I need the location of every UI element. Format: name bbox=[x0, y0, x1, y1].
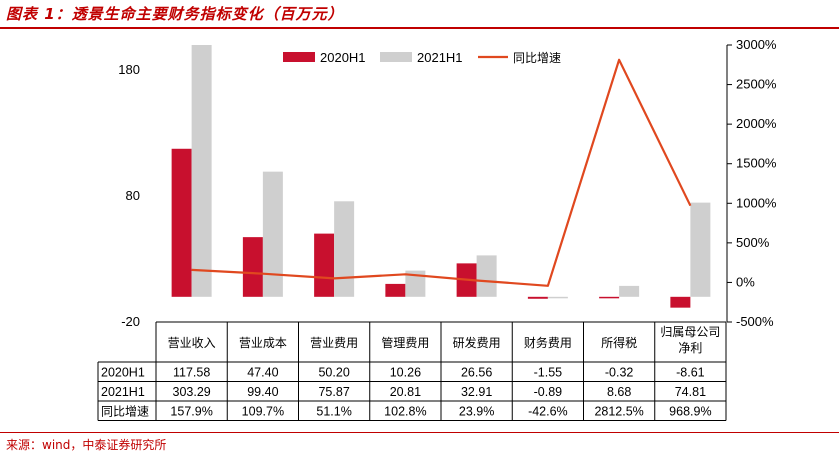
table-cell: 23.9% bbox=[459, 404, 494, 418]
bar-2021h1 bbox=[476, 255, 497, 297]
left-tick-label: -20 bbox=[121, 314, 140, 329]
legend-label-2020h1: 2020H1 bbox=[320, 50, 366, 65]
table-cell: -42.6% bbox=[528, 404, 568, 418]
table-header-cell: 营业费用 bbox=[310, 336, 358, 350]
bar-2021h1 bbox=[547, 296, 568, 299]
table-header-cell: 营业收入 bbox=[168, 336, 216, 350]
table-row-label: 2021H1 bbox=[101, 385, 145, 399]
table-cell: 32.91 bbox=[461, 385, 492, 399]
legend-label-yoy: 同比增速 bbox=[513, 51, 561, 65]
table-row-label: 同比增速 bbox=[101, 404, 149, 418]
table-cell: 75.87 bbox=[318, 385, 349, 399]
bar-2021h1 bbox=[405, 270, 426, 297]
table-cell: -8.61 bbox=[676, 365, 705, 379]
right-tick-label: -500% bbox=[736, 314, 774, 329]
bar-2021h1 bbox=[690, 202, 711, 297]
legend-swatch-2021h1 bbox=[380, 52, 412, 62]
right-tick-label: 1500% bbox=[736, 156, 777, 171]
right-tick-label: 2500% bbox=[736, 77, 777, 92]
table-cell: 26.56 bbox=[461, 365, 492, 379]
title-divider bbox=[0, 27, 839, 29]
bar-2021h1 bbox=[191, 45, 212, 297]
legend-label-2021h1: 2021H1 bbox=[417, 50, 463, 65]
table-cell: -1.55 bbox=[534, 365, 563, 379]
table-cell: 303.29 bbox=[173, 385, 211, 399]
footer-divider bbox=[0, 432, 839, 433]
table-row-label: 2020H1 bbox=[101, 365, 145, 379]
table-cell: -0.89 bbox=[534, 385, 563, 399]
bar-2020h1 bbox=[385, 283, 406, 297]
table-header-cell: 财务费用 bbox=[524, 335, 572, 350]
bar-2020h1 bbox=[599, 296, 620, 299]
bar-2020h1 bbox=[171, 148, 192, 297]
table-cell: 157.9% bbox=[170, 404, 212, 418]
table-cell: 10.26 bbox=[390, 365, 421, 379]
bar-2021h1 bbox=[262, 171, 283, 297]
table-cell: 2812.5% bbox=[594, 404, 643, 418]
table-header-cell: 营业成本 bbox=[239, 336, 287, 350]
left-tick-label: 180 bbox=[118, 62, 140, 77]
right-tick-label: 500% bbox=[736, 235, 770, 250]
table-cell: 109.7% bbox=[242, 404, 284, 418]
bar-2020h1 bbox=[670, 296, 691, 308]
table-cell: 99.40 bbox=[247, 385, 278, 399]
chart-title: 图表 1：透景生命主要财务指标变化（百万元） bbox=[6, 5, 344, 23]
left-tick-label: 80 bbox=[126, 188, 140, 203]
table-cell: 20.81 bbox=[390, 385, 421, 399]
table-cell: 8.68 bbox=[607, 385, 631, 399]
bar-2020h1 bbox=[314, 233, 335, 297]
table-header-cell: 归属母公司 bbox=[660, 325, 720, 339]
table-header-cell: 管理费用 bbox=[381, 335, 429, 350]
chart-canvas: -20 80 180 -500% 0% 500% 1000% 1500% 2000% 2500% 3… bbox=[97, 37, 777, 421]
right-tick-label: 3000% bbox=[736, 37, 777, 52]
table-cell: 102.8% bbox=[384, 404, 426, 418]
table-cell: -0.32 bbox=[605, 365, 634, 379]
table-header-cell: 净利 bbox=[678, 341, 702, 355]
right-tick-label: 2000% bbox=[736, 116, 777, 131]
yoy-growth-line bbox=[191, 58, 692, 287]
bar-2020h1 bbox=[242, 237, 263, 297]
legend-swatch-2020h1 bbox=[283, 52, 315, 62]
bar-2020h1 bbox=[527, 296, 548, 299]
right-tick-label: 1000% bbox=[736, 195, 777, 210]
table-cell: 968.9% bbox=[669, 404, 711, 418]
table-cell: 47.40 bbox=[247, 365, 278, 379]
table-cell: 74.81 bbox=[675, 385, 706, 399]
table-header-cell: 研发费用 bbox=[453, 335, 501, 350]
source-note: 来源：wind，中泰证券研究所 bbox=[6, 438, 167, 452]
table-cell: 117.58 bbox=[173, 365, 210, 379]
table-cell: 50.20 bbox=[318, 365, 349, 379]
bar-2021h1 bbox=[619, 285, 640, 297]
table-cell: 51.1% bbox=[316, 404, 351, 418]
right-tick-label: 0% bbox=[736, 274, 755, 289]
bar-2021h1 bbox=[334, 201, 355, 297]
table-header-cell: 所得税 bbox=[601, 335, 637, 350]
